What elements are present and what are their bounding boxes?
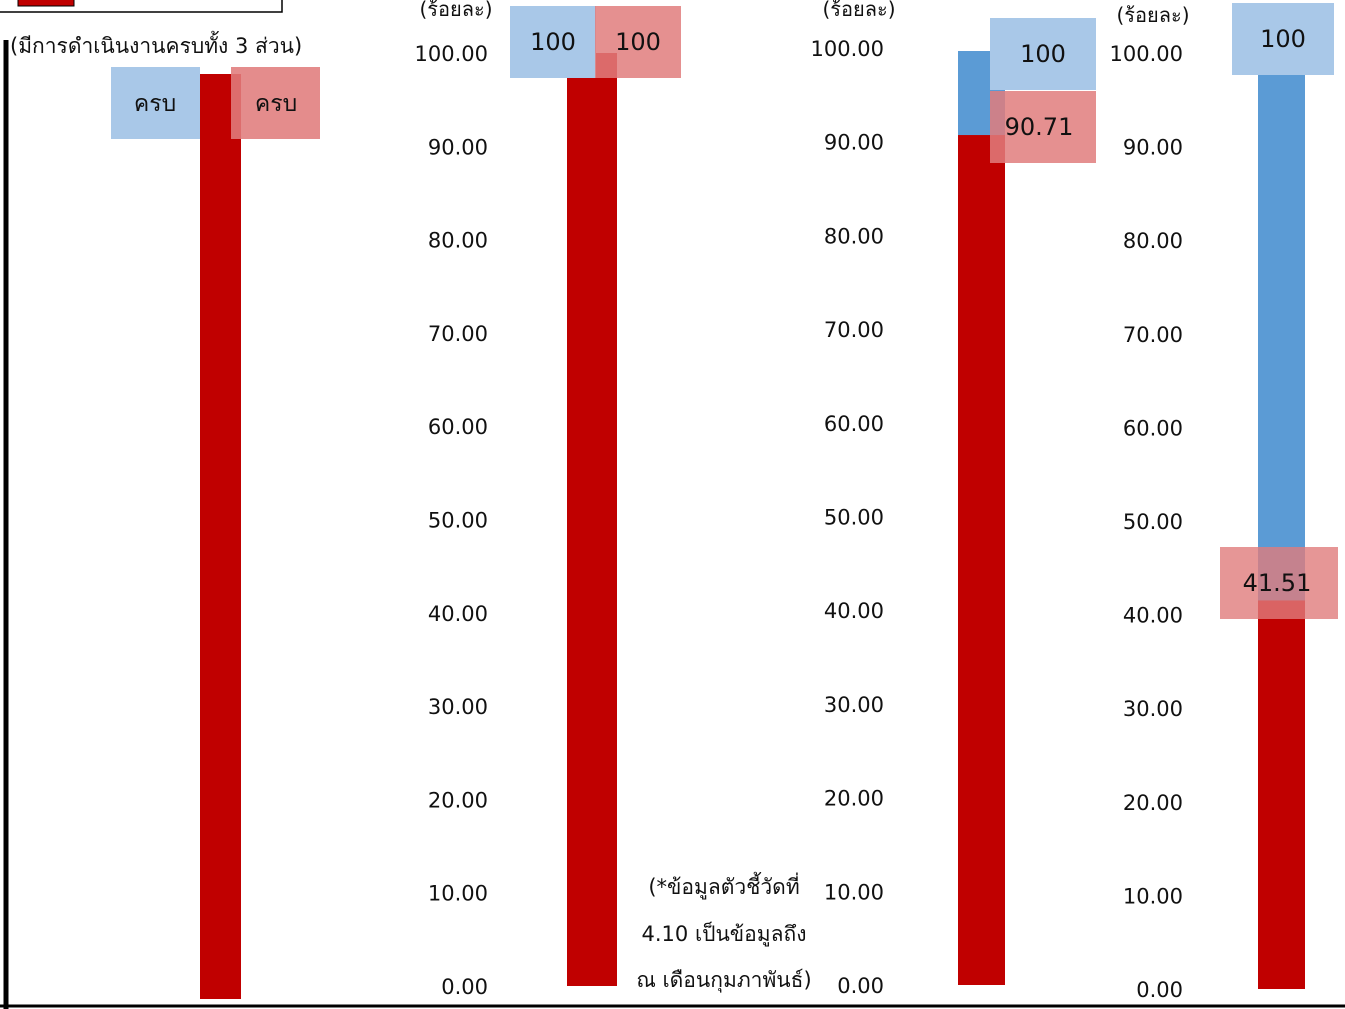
target-value-label: ครบ — [134, 91, 176, 117]
y-axis-title: (ร้อยละ) — [419, 0, 492, 21]
actual-value-label-box — [595, 6, 681, 78]
y-tick-label: 20.00 — [428, 788, 488, 812]
target-value-label: 100 — [530, 28, 576, 56]
actual-bar — [1258, 600, 1305, 989]
y-tick-label: 40.00 — [824, 599, 884, 623]
y-tick-label: 70.00 — [428, 322, 488, 346]
y-tick-label: 0.00 — [837, 974, 884, 998]
y-tick-label: 30.00 — [428, 695, 488, 719]
y-tick-label: 10.00 — [824, 880, 884, 904]
target-value-label-box — [990, 18, 1096, 90]
y-tick-label: 100.00 — [1110, 42, 1183, 66]
y-tick-label: 10.00 — [428, 882, 488, 906]
y-tick-label: 0.00 — [441, 975, 488, 999]
target-value-label: 100 — [1260, 25, 1306, 53]
charts-layer: ครบ ครบ (ร้อยละ) 0.00 10.00 20.00 30.00 40.00 50… — [111, 0, 1338, 1002]
footnote-line-2: 4.10 เป็นข้อมูลถึง — [642, 920, 807, 947]
y-axis-title: (ร้อยละ) — [1116, 3, 1189, 27]
target-value-label-box — [111, 67, 200, 139]
y-tick-label: 60.00 — [428, 415, 488, 439]
y-tick-label: 40.00 — [428, 602, 488, 626]
y-tick-label: 90.00 — [824, 131, 884, 155]
actual-value-label: ครบ — [255, 91, 297, 117]
y-axis-title: (ร้อยละ) — [822, 0, 895, 21]
legend-fragment: (มีการดำเนินงานครบทั้ง 3 ส่วน) — [0, 0, 302, 58]
chart-4: (ร้อยละ) 0.00 10.00 20.00 30.00 40.00 50.00 60.… — [1110, 3, 1338, 1002]
actual-value-label: 100 — [615, 28, 661, 56]
y-tick-label: 60.00 — [1123, 416, 1183, 440]
y-tick-label: 80.00 — [428, 229, 488, 253]
chart-1: ครบ ครบ — [111, 67, 320, 999]
actual-bar — [200, 74, 241, 999]
y-tick-label: 30.00 — [1123, 697, 1183, 721]
y-tick-label: 80.00 — [1123, 229, 1183, 253]
y-tick-label: 40.00 — [1123, 604, 1183, 628]
y-tick-label: 0.00 — [1136, 978, 1183, 1002]
actual-value-label-box — [1220, 547, 1338, 619]
y-tick-label: 10.00 — [1123, 884, 1183, 908]
y-tick-label: 70.00 — [1123, 323, 1183, 347]
y-tick-label: 20.00 — [1123, 791, 1183, 815]
chart-3: (ร้อยละ) 0.00 10.00 20.00 30.00 40.00 50.00 60.… — [811, 0, 1096, 998]
chart-2: (ร้อยละ) 0.00 10.00 20.00 30.00 40.00 50.00 60.… — [415, 0, 681, 999]
target-value-label-box — [1232, 3, 1334, 75]
legend-swatch — [17, 0, 75, 7]
actual-value-label: 90.71 — [1005, 113, 1074, 141]
y-tick-label: 50.00 — [428, 509, 488, 533]
y-tick-label: 20.00 — [824, 787, 884, 811]
y-tick-label: 90.00 — [1123, 136, 1183, 160]
target-value-label: 100 — [1020, 40, 1066, 68]
target-value-label-box — [510, 6, 596, 78]
footnote-line-1: (*ข้อมูลตัวชี้วัดที่ — [648, 872, 799, 900]
actual-value-label-box — [990, 91, 1096, 163]
actual-value-label: 41.51 — [1243, 569, 1312, 597]
legend-fragment-text: (มีการดำเนินงานครบทั้ง 3 ส่วน) — [10, 31, 302, 58]
y-tick-label: 70.00 — [824, 318, 884, 342]
actual-bar — [567, 53, 617, 986]
actual-value-label-box — [231, 67, 320, 139]
footnote: (*ข้อมูลตัวชี้วัดที่ 4.10 เป็นข้อมูลถึง … — [636, 872, 811, 993]
y-tick-label: 50.00 — [824, 506, 884, 530]
actual-bar — [958, 135, 1005, 985]
y-tick-label: 90.00 — [428, 135, 488, 159]
y-tick-label: 100.00 — [811, 37, 884, 61]
y-tick-label: 60.00 — [824, 412, 884, 436]
y-tick-label: 50.00 — [1123, 510, 1183, 534]
y-tick-label: 80.00 — [824, 224, 884, 248]
y-tick-label: 30.00 — [824, 693, 884, 717]
footnote-line-3: ณ เดือนกุมภาพันธ์) — [636, 968, 811, 993]
y-tick-label: 100.00 — [415, 42, 488, 66]
